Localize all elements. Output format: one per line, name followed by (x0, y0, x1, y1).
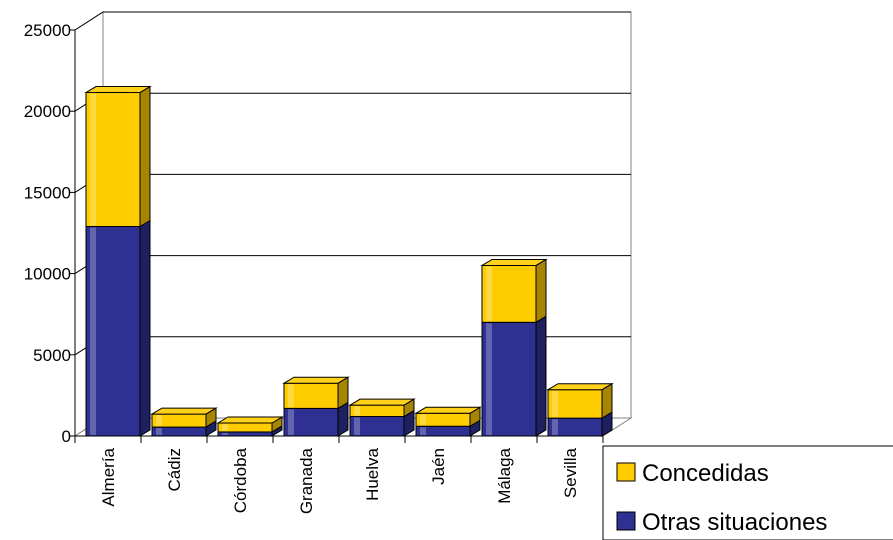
y-axis: 0 5000 10000 15000 20000 25000 (24, 21, 76, 446)
legend-label-concedidas: Concedidas (642, 460, 769, 487)
x-tick-label: Córdoba (231, 447, 250, 513)
bar-segment (480, 258, 548, 324)
back-wall (102, 11, 632, 419)
x-tick-label: Almería (99, 447, 118, 506)
y-tick-label: 10000 (24, 265, 71, 284)
bar-segment (349, 409, 415, 437)
legend: Concedidas Otras situaciones (602, 445, 893, 540)
y-tick-label: 25000 (24, 21, 71, 40)
bar-segment (414, 406, 482, 428)
legend-swatch-concedidas (616, 462, 636, 482)
bar-segment (348, 398, 416, 418)
bar-segment (282, 376, 350, 410)
bar-segment (84, 85, 152, 228)
x-tick-label: Jaén (429, 448, 448, 485)
plot-frame (73, 11, 633, 437)
y-tick-label: 0 (62, 427, 71, 446)
bar-segment (546, 382, 614, 420)
legend-box (602, 445, 893, 540)
legend-swatch-otras-situaciones (616, 511, 636, 531)
bar-segment (150, 407, 218, 428)
bar-segment (85, 219, 151, 437)
x-tick-label: Málaga (495, 447, 514, 503)
legend-label-otras-situaciones: Otras situaciones (642, 509, 827, 536)
bars (84, 85, 614, 437)
y-tick-label: 5000 (33, 346, 71, 365)
x-tick-label: Granada (297, 447, 316, 514)
bar-segment (216, 416, 284, 433)
bar-segment (481, 315, 547, 437)
y-tick-label: 20000 (24, 102, 71, 121)
gridline (74, 11, 631, 31)
x-axis: Almería Cádiz Córdoba Granada Huelva Jaén Mála… (74, 435, 604, 514)
x-tick-label: Sevilla (561, 447, 580, 498)
y-tick-label: 15000 (24, 183, 71, 202)
x-tick-label: Cádiz (165, 448, 184, 491)
x-tick-label: Huelva (363, 447, 382, 500)
